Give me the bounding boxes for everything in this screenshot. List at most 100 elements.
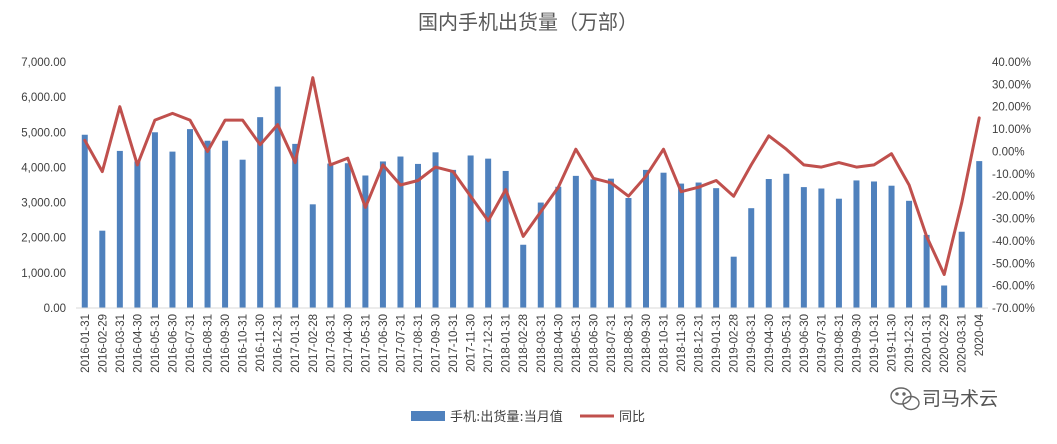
- x-axis-tick-label: 2017-11-30: [466, 314, 478, 372]
- x-axis-tick-label: 2019-04-30: [764, 314, 776, 373]
- bar: [485, 158, 492, 308]
- x-axis-tick-label: 2018-02-28: [518, 314, 530, 373]
- bar: [257, 117, 264, 308]
- x-axis-tick-label: 2016-07-31: [185, 314, 197, 373]
- right-axis-tick-label: 0.00%: [992, 146, 1025, 158]
- bar: [660, 172, 667, 308]
- bar: [99, 230, 106, 308]
- legend-label-bar: 手机:出货量:当月值: [450, 409, 563, 425]
- legend-label-line: 同比: [619, 410, 645, 425]
- bar: [134, 161, 141, 308]
- x-axis-tick-label: 2020-03-31: [957, 314, 969, 373]
- x-axis-tick-label: 2018-11-30: [676, 314, 688, 372]
- left-axis-tick-label: 2,000.00: [21, 233, 66, 245]
- right-axis-tick-label: -50.00%: [992, 258, 1035, 270]
- wechat-icon: [890, 387, 920, 411]
- line-series: [83, 76, 981, 276]
- legend-swatch-bar: [411, 411, 445, 421]
- yoy-line: [83, 76, 981, 276]
- bar: [555, 186, 562, 308]
- bar: [765, 179, 772, 308]
- x-axis-tick-label: 2018-05-31: [571, 314, 583, 373]
- x-axis-tick-label: 2016-08-31: [203, 314, 215, 373]
- bar: [853, 180, 860, 308]
- x-axis-tick-label: 2017-03-31: [325, 314, 337, 373]
- bar: [520, 244, 527, 308]
- x-axis-tick-label: 2017-09-30: [431, 314, 443, 373]
- x-axis-tick-label: 2018-04-30: [553, 314, 565, 373]
- x-axis-tick-label: 2019-10-31: [869, 314, 881, 373]
- x-axis-tick-label: 2020-02-29: [939, 314, 951, 373]
- bar: [906, 200, 913, 308]
- x-axis-tick-label: 2017-01-31: [290, 314, 302, 373]
- bar: [572, 175, 579, 308]
- bar: [362, 175, 369, 308]
- bar: [730, 256, 737, 308]
- x-axis-tick-label: 2017-06-30: [378, 314, 390, 373]
- right-axis-tick-label: 10.00%: [992, 124, 1031, 136]
- x-axis-tick-label: 2016-01-31: [80, 314, 92, 373]
- x-axis-tick-label: 2018-12-31: [694, 314, 706, 373]
- bar: [607, 178, 614, 308]
- x-axis-tick-label: 2019-03-31: [746, 314, 758, 373]
- watermark: 司马术云: [890, 387, 998, 411]
- bar-series: [81, 86, 983, 308]
- x-axis-tick-label: 2019-09-30: [851, 314, 863, 373]
- bar: [379, 161, 386, 308]
- x-axis-tick-label: 2016-12-31: [273, 314, 285, 373]
- bar: [116, 150, 123, 308]
- bar: [976, 161, 983, 308]
- bar: [467, 155, 474, 308]
- right-axis-tick-label: -20.00%: [992, 191, 1035, 203]
- right-axis-tick-label: 40.00%: [992, 57, 1031, 69]
- left-axis-tick-label: 1,000.00: [21, 268, 66, 280]
- watermark-text: 司马术云: [922, 388, 998, 410]
- x-axis-tick-label: 2019-11-30: [887, 314, 899, 372]
- left-axis-tick-label: 3,000.00: [21, 198, 66, 210]
- x-axis-tick-label: 2019-01-31: [711, 314, 723, 373]
- x-axis-tick-label: 2017-02-28: [308, 314, 320, 373]
- right-axis-tick-label: 20.00%: [992, 102, 1031, 114]
- bar: [748, 208, 755, 308]
- bar: [204, 140, 211, 308]
- x-axis-tick-label: 2017-10-31: [448, 314, 460, 373]
- right-axis-ticks: -70.00% -60.00% -50.00% -40.00% -30.00% -20.0…: [992, 57, 1035, 315]
- bar: [274, 86, 281, 308]
- legend: 手机:出货量:当月值 同比: [411, 409, 645, 425]
- bar: [415, 163, 421, 308]
- bar: [923, 234, 930, 308]
- x-axis-tick-label: 2020-01-31: [922, 314, 934, 373]
- x-axis-tick-label: 2016-09-30: [220, 314, 232, 373]
- bar: [800, 187, 807, 308]
- right-axis-tick-label: -70.00%: [992, 303, 1035, 315]
- bar: [239, 159, 246, 308]
- bar: [169, 151, 176, 308]
- bar: [222, 140, 229, 308]
- x-axis-tick-label: 2016-06-30: [167, 314, 179, 373]
- left-axis-tick-label: 5,000.00: [21, 127, 66, 139]
- x-axis-tick-label: 2019-08-31: [834, 314, 846, 373]
- bar: [537, 202, 544, 308]
- bar: [151, 132, 158, 308]
- x-axis-tick-label: 2019-02-28: [729, 314, 741, 373]
- right-axis-tick-label: -10.00%: [992, 169, 1035, 181]
- x-axis-tick-label: 2018-03-31: [536, 314, 548, 373]
- right-axis-tick-label: 30.00%: [992, 79, 1031, 91]
- left-axis-tick-label: 4,000.00: [21, 162, 66, 174]
- x-axis-tick-label: 2019-07-31: [816, 314, 828, 373]
- bar: [502, 170, 509, 308]
- bar: [397, 156, 404, 308]
- bar: [678, 183, 685, 308]
- bar: [590, 179, 597, 308]
- x-axis-tick-label: 2017-07-31: [395, 314, 407, 373]
- x-axis-tick-label: 2016-03-31: [115, 314, 127, 373]
- x-axis-tick-label: 2016-05-31: [150, 314, 162, 373]
- x-axis-tick-label: 2016-04-30: [132, 314, 144, 373]
- bar: [625, 198, 632, 308]
- left-axis-ticks: 0.00 1,000.00 2,000.00 3,000.00 4,000.00 5,00…: [21, 57, 66, 315]
- x-axis-tick-label: 2016-11-30: [255, 314, 267, 372]
- left-axis-tick-label: 7,000.00: [21, 57, 66, 69]
- x-axis-ticks: 2016-01-31 2016-02-29 2016-03-31 2016-04-30…: [80, 313, 986, 372]
- left-axis-tick-label: 0.00: [44, 303, 66, 315]
- bar: [941, 285, 948, 308]
